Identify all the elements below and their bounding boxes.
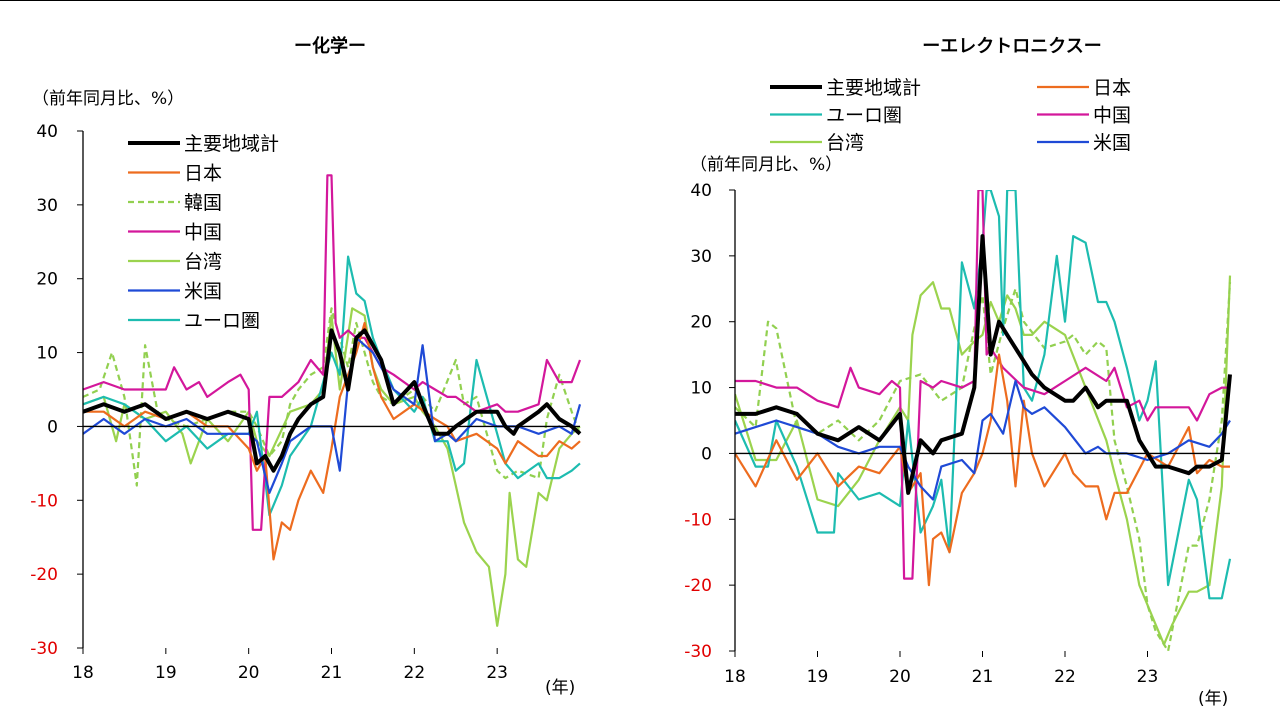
y-tick-label: -20 (30, 565, 58, 585)
chart1-title: ー化学ー (294, 35, 366, 57)
y-tick-label: 30 (690, 247, 712, 267)
x-tick-label: 19 (155, 663, 177, 683)
legend-label-china: 中国 (1093, 105, 1131, 127)
legend-label-korea: 韓国 (184, 192, 222, 214)
series-line-main (735, 234, 1232, 495)
y-tick-label: 40 (36, 122, 58, 142)
y-tick-label: 20 (36, 270, 58, 290)
series-line-china (735, 190, 1230, 580)
chart2-ylabel: （前年同月比、%） (690, 155, 842, 175)
x-tick-label: 23 (1137, 667, 1159, 687)
y-tick-label: 30 (36, 196, 58, 216)
y-tick-label: 10 (36, 344, 58, 364)
x-tick-label: 21 (972, 667, 994, 687)
legend-label-taiwan: 台湾 (184, 251, 222, 273)
legend-label-euro: ユーロ圏 (826, 105, 902, 127)
y-tick-label: -30 (684, 642, 712, 662)
legend-label-main: 主要地域計 (826, 77, 921, 99)
top-border-line (0, 0, 1280, 1)
chemical-chart: 40 30 20 10 0 -10 -20 -30 18 19 20 21 22 23 主要地域計日本韓国中… (30, 122, 582, 683)
y-tick-label: -20 (684, 576, 712, 596)
x-tick-label: 18 (72, 663, 94, 683)
chart1-ylabel: （前年同月比、%） (32, 89, 184, 109)
x-tick-label: 22 (1054, 667, 1076, 687)
y-tick-label: 0 (47, 417, 58, 437)
chart2-xlabel: (年) (1198, 689, 1228, 709)
y-tick-label: -30 (30, 639, 58, 659)
legend-label-japan: 日本 (1093, 77, 1131, 99)
legend-label-us: 米国 (184, 281, 222, 303)
chart2-title: ーエレクトロニクスー (922, 36, 1101, 57)
y-tick-label: 40 (690, 181, 712, 201)
series-line-us (735, 379, 1231, 501)
y-tick-label: 20 (690, 313, 712, 333)
x-tick-label: 19 (807, 667, 829, 687)
series-line-china (83, 174, 582, 531)
series-line-main (83, 328, 582, 473)
x-tick-label: 20 (889, 667, 911, 687)
x-tick-label: 18 (724, 667, 746, 687)
x-tick-label: 22 (404, 663, 426, 683)
legend-label-main: 主要地域計 (184, 133, 279, 155)
legend-label-china: 中国 (184, 222, 222, 244)
y-tick-label: 10 (690, 379, 712, 399)
legend-label-euro: ユーロ圏 (184, 310, 260, 332)
series-line-japan (83, 321, 581, 561)
legend-label-taiwan: 台湾 (826, 132, 864, 154)
series-line-japan (735, 353, 1230, 587)
y-tick-label: 0 (701, 444, 712, 464)
x-tick-label: 23 (486, 663, 508, 683)
y-tick-label: -10 (684, 510, 712, 530)
electronics-chart: 40 30 20 10 0 -10 -20 -30 18 19 20 21 22 23 主要地域計 日本ユーロ… (684, 77, 1232, 687)
legend-label-japan: 日本 (184, 163, 222, 185)
chart1-xlabel: (年) (545, 678, 575, 698)
series-line-euro (83, 255, 581, 517)
legend-label-us: 米国 (1093, 132, 1131, 154)
series-line-taiwan (735, 275, 1232, 646)
x-tick-label: 20 (238, 663, 260, 683)
y-tick-label: -10 (30, 491, 58, 511)
x-tick-label: 21 (321, 663, 343, 683)
